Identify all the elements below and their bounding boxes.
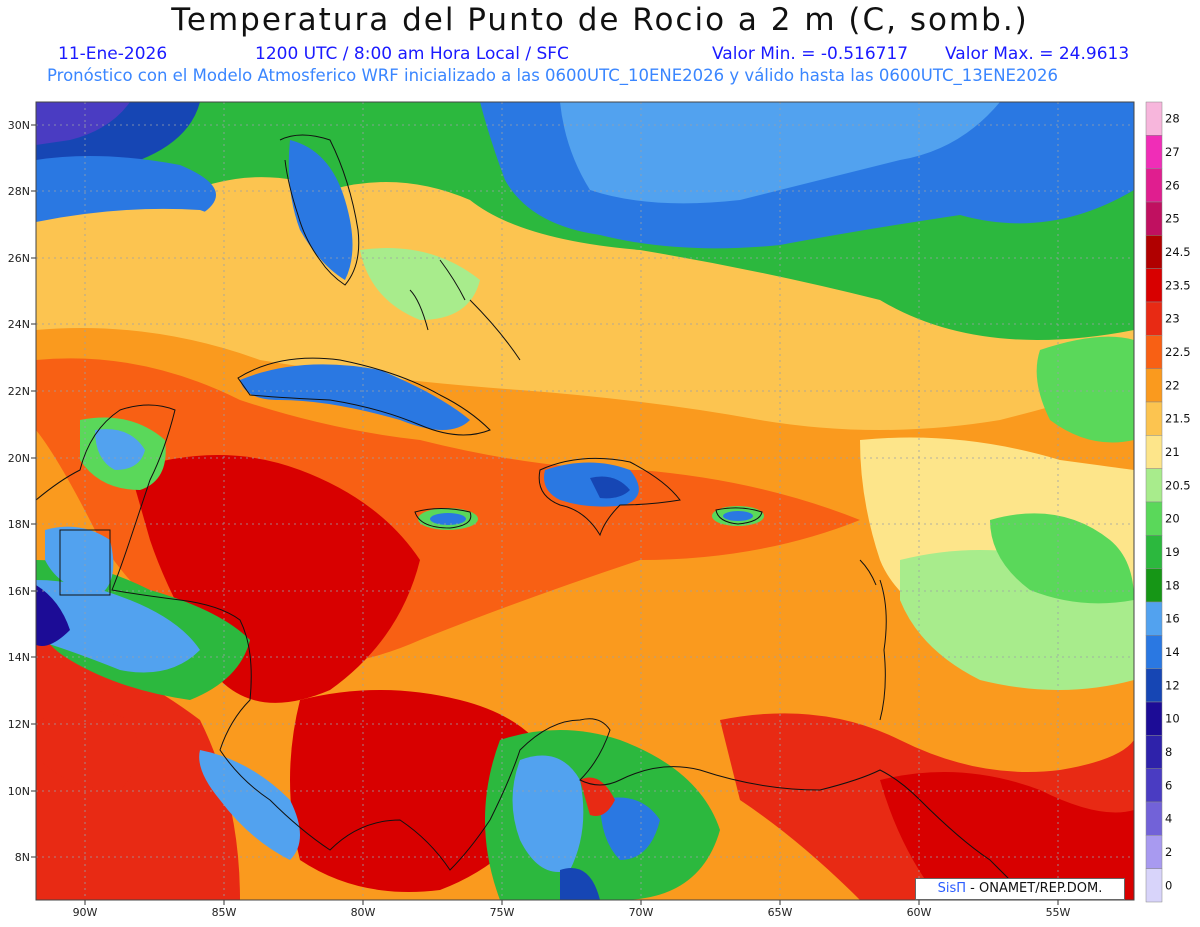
lat-tick-label: 24N	[8, 318, 30, 331]
max-value: Valor Max. = 24.9613	[945, 44, 1130, 64]
legend-swatch	[1145, 835, 1163, 869]
model-description: Pronóstico con el Modelo Atmosferico WRF…	[47, 66, 1058, 85]
legend-label: 2	[1165, 845, 1172, 859]
lon-tick-label: 85W	[212, 906, 237, 919]
lat-tick-label: 14N	[8, 651, 30, 664]
lat-tick-label: 22N	[8, 385, 30, 398]
legend-label: 23.5	[1165, 278, 1191, 292]
legend-swatch	[1145, 235, 1163, 269]
legend-label: 20	[1165, 512, 1180, 526]
legend-label: 8	[1165, 745, 1172, 759]
color-legend: 2827262524.523.52322.52221.52120.5201918…	[1145, 101, 1191, 903]
legend-swatch	[1145, 535, 1163, 569]
sistpi-logo: SisΠ	[937, 881, 967, 896]
plot-area	[36, 102, 1134, 900]
lat-tick-label: 10N	[8, 785, 30, 798]
lat-tick-label: 12N	[8, 718, 30, 731]
legend-swatch	[1145, 301, 1163, 336]
legend-label: 10	[1165, 712, 1180, 726]
legend-label: 21	[1165, 445, 1180, 459]
legend-label: 23	[1165, 312, 1180, 326]
lon-tick-label: 90W	[73, 906, 98, 919]
legend-label: 26	[1165, 178, 1180, 192]
legend-swatch	[1145, 368, 1163, 403]
lon-tick-label: 65W	[768, 906, 793, 919]
longitude-axis: 90W 85W 80W 75W 70W 65W 60W 55W	[73, 906, 1071, 919]
legend-swatch	[1145, 335, 1163, 369]
forecast-date: 11-Ene-2026	[58, 44, 168, 64]
legend-label: 19	[1165, 545, 1180, 559]
legend-swatch	[1145, 401, 1163, 436]
latitude-axis: 30N 28N 26N 24N 22N 20N 18N 16N 14N 12N …	[8, 119, 30, 864]
lon-tick-label: 80W	[351, 906, 376, 919]
legend-swatch	[1145, 601, 1163, 636]
lat-tick-label: 30N	[8, 119, 30, 132]
legend-swatch	[1145, 468, 1163, 503]
legend-label: 14	[1165, 645, 1180, 659]
legend-swatch	[1145, 201, 1163, 236]
lat-tick-label: 8N	[15, 851, 30, 864]
legend-label: 22.5	[1165, 345, 1191, 359]
legend-swatch	[1145, 768, 1163, 803]
legend-label: 25	[1165, 212, 1180, 226]
lon-tick-label: 75W	[490, 906, 515, 919]
legend-label: 18	[1165, 578, 1180, 592]
legend-swatch	[1145, 868, 1163, 903]
legend-swatch	[1145, 168, 1163, 203]
legend-swatch	[1145, 101, 1163, 136]
credit-box: SisΠ - ONAMET/REP.DOM.	[915, 878, 1125, 900]
legend-swatch	[1145, 701, 1163, 736]
legend-swatch	[1145, 135, 1163, 169]
legend-swatch	[1145, 501, 1163, 536]
forecast-time: 1200 UTC / 8:00 am Hora Local / SFC	[255, 44, 569, 64]
legend-label: 12	[1165, 678, 1180, 692]
legend-label: 27	[1165, 145, 1180, 159]
lat-tick-label: 18N	[8, 518, 30, 531]
legend-swatch	[1145, 735, 1163, 769]
lon-tick-label: 70W	[629, 906, 654, 919]
plot-frame	[35, 101, 1135, 901]
credit-text: - ONAMET/REP.DOM.	[966, 881, 1103, 896]
lat-tick-label: 16N	[8, 585, 30, 598]
legend-swatch	[1145, 635, 1163, 669]
min-value: Valor Min. = -0.516717	[712, 44, 909, 64]
legend-label: 20.5	[1165, 478, 1191, 492]
legend-label: 24.5	[1165, 245, 1191, 259]
legend-swatch	[1145, 268, 1163, 303]
coastlines	[35, 134, 1031, 901]
legend-label: 16	[1165, 612, 1180, 626]
legend-label: 6	[1165, 778, 1172, 792]
map-title: Temperatura del Punto de Rocio a 2 m (C,…	[171, 2, 1029, 38]
legend-swatch	[1145, 801, 1163, 836]
legend-label: 4	[1165, 812, 1172, 826]
tick-marks	[31, 124, 1059, 905]
legend-swatch	[1145, 435, 1163, 469]
lat-tick-label: 20N	[8, 452, 30, 465]
graticule	[36, 102, 1134, 900]
legend-label: 21.5	[1165, 412, 1191, 426]
legend-swatch	[1145, 668, 1163, 703]
legend-label: 22	[1165, 378, 1180, 392]
lat-tick-label: 26N	[8, 252, 30, 265]
legend-label: 0	[1165, 878, 1172, 892]
lon-tick-label: 55W	[1046, 906, 1071, 919]
lon-tick-label: 60W	[907, 906, 932, 919]
legend-label: 28	[1165, 112, 1180, 126]
lat-tick-label: 28N	[8, 185, 30, 198]
legend-swatch	[1145, 568, 1163, 603]
